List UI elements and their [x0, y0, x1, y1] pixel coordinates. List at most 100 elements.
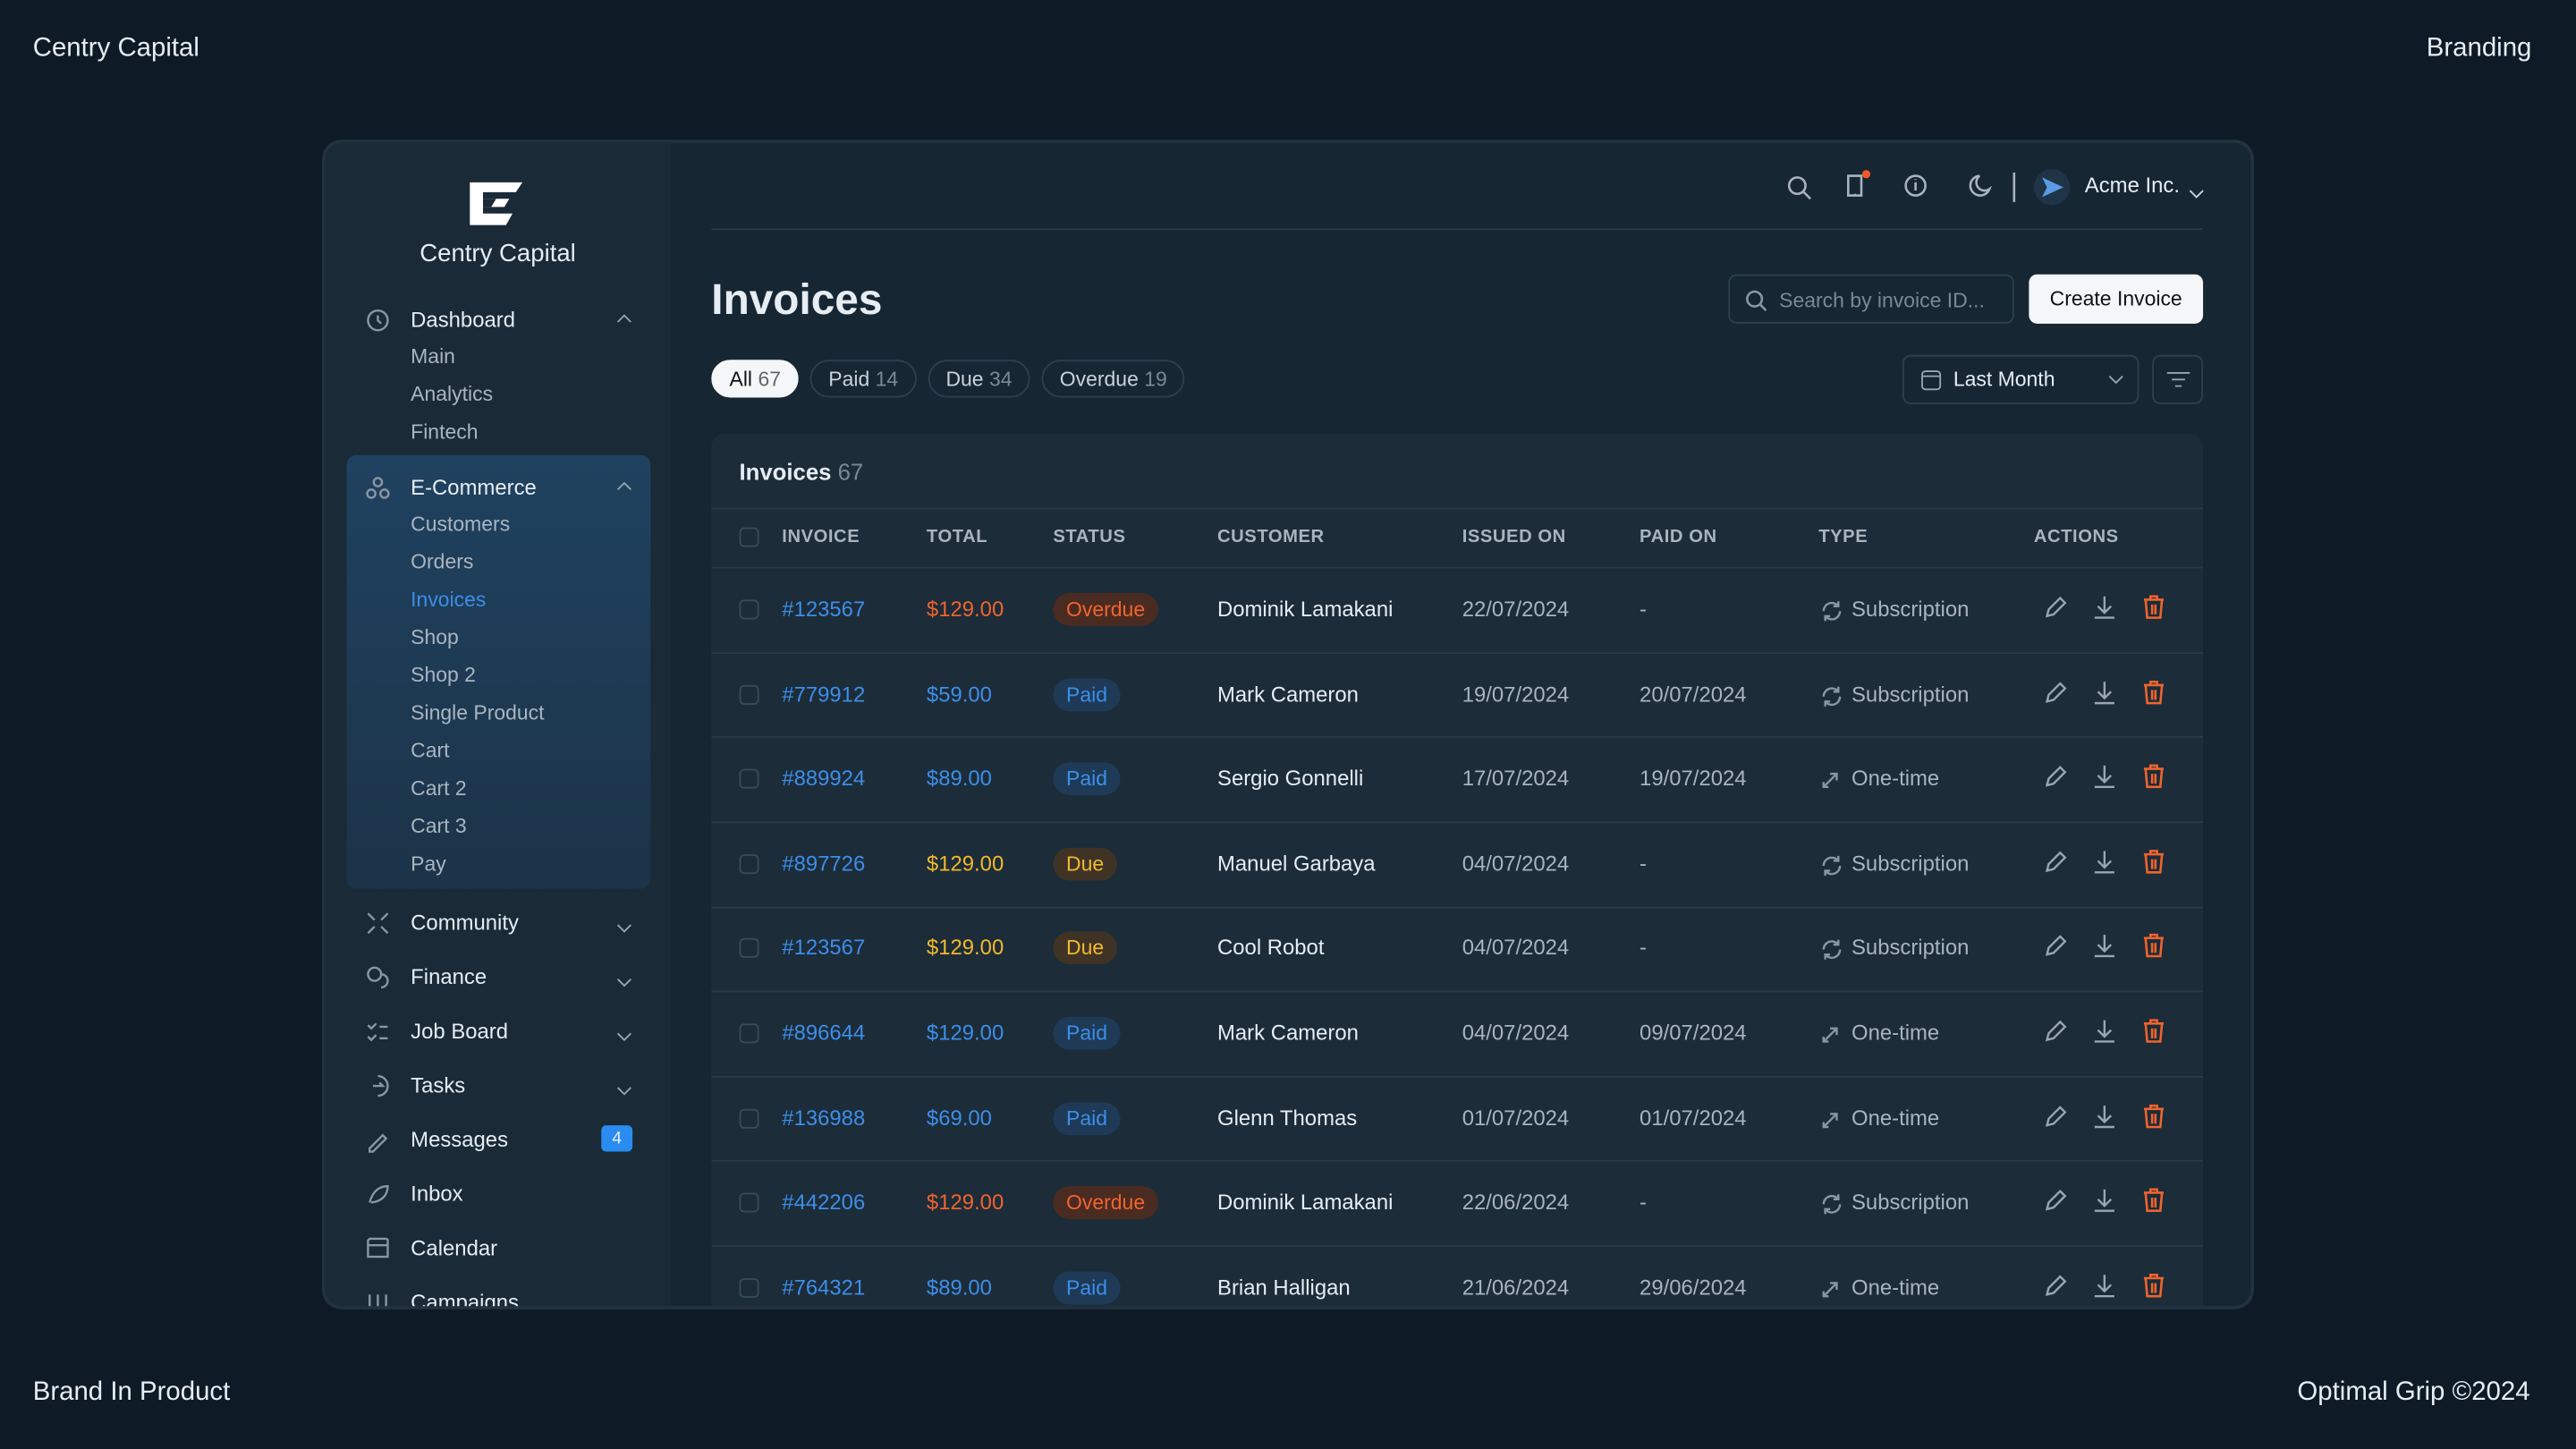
paid-on: - [1640, 935, 1648, 961]
period-select[interactable]: Last Month [1902, 354, 2140, 404]
nav-label[interactable]: Calendar [411, 1235, 498, 1260]
nav-label[interactable]: Campaigns [411, 1289, 519, 1307]
filter-pill[interactable]: Paid 14 [810, 360, 917, 398]
column-header: CUSTOMER [1217, 527, 1325, 547]
icon [365, 307, 391, 342]
action-icons[interactable] [2042, 847, 2174, 877]
paid-on: 19/07/2024 [1640, 766, 1747, 791]
group-label[interactable]: E-Commerce [411, 474, 537, 500]
create-button[interactable]: Create Invoice [2029, 274, 2204, 324]
icon [365, 1235, 391, 1270]
action-icons[interactable] [2042, 1186, 2174, 1216]
nav-item[interactable]: Pay [411, 852, 446, 876]
corner-label: Optimal Grip ©2024 [2297, 1378, 2530, 1407]
invoice-id[interactable]: #889924 [782, 766, 866, 791]
filter-label: Due [945, 368, 984, 392]
actions [2042, 593, 2174, 631]
checkbox[interactable] [739, 527, 759, 547]
group-highlight [346, 454, 651, 889]
nav-item[interactable]: Cart 2 [411, 776, 467, 801]
type: Subscription [1851, 1190, 1970, 1215]
action-icons[interactable] [2042, 932, 2174, 962]
invoice-id[interactable]: #123567 [782, 596, 866, 622]
nav-item[interactable]: Single Product [411, 701, 545, 724]
nav-label[interactable]: Tasks [411, 1072, 466, 1097]
filter-pill[interactable]: Overdue 19 [1041, 360, 1185, 398]
icon [365, 964, 391, 999]
nav-item[interactable]: Customers [411, 513, 511, 536]
checkbox[interactable] [739, 599, 759, 620]
action-icons[interactable] [2042, 1017, 2174, 1046]
type: Subscription [1851, 596, 1970, 622]
chevron-glyph [616, 924, 631, 933]
nav-item[interactable]: Cart 3 [411, 815, 467, 838]
filter-label: Overdue [1059, 368, 1139, 392]
actions [2042, 1271, 2174, 1306]
checkbox[interactable] [739, 768, 759, 789]
nav-item[interactable]: Invoices [411, 588, 487, 612]
actions [2042, 932, 2174, 970]
chevron-glyph [616, 1032, 631, 1041]
nav-label[interactable]: Inbox [411, 1181, 463, 1207]
filter-button[interactable] [2152, 354, 2204, 404]
nav-label[interactable]: Finance [411, 964, 487, 989]
filter-pill[interactable]: Due 34 [928, 360, 1030, 398]
checkbox[interactable] [739, 1108, 759, 1129]
action-icons[interactable] [2042, 1102, 2174, 1131]
icon [365, 1290, 391, 1307]
nav-label[interactable]: Job Board [411, 1018, 509, 1044]
action-icons[interactable] [2042, 763, 2174, 792]
nav-item[interactable]: Shop [411, 625, 459, 649]
nav-label[interactable]: Messages [411, 1126, 509, 1152]
filter-pill[interactable]: All 67 [711, 360, 800, 398]
chevron-glyph [616, 314, 631, 323]
issued-on: 17/07/2024 [1462, 766, 1570, 791]
checkbox[interactable] [739, 853, 759, 874]
type: One-time [1851, 1020, 1940, 1046]
checkbox[interactable] [739, 1023, 759, 1044]
chevron [616, 915, 632, 945]
customer: Dominik Lamakani [1217, 1190, 1394, 1215]
nav-item[interactable]: Analytics [411, 382, 494, 406]
action-icons[interactable] [2042, 678, 2174, 708]
action-icons[interactable] [2042, 593, 2174, 623]
nav-item[interactable]: Main [411, 344, 455, 369]
nav-item[interactable]: Cart [411, 739, 450, 763]
chevron-glyph [616, 1087, 631, 1096]
action-icons[interactable] [2042, 1271, 2174, 1301]
invoice-total: $59.00 [926, 681, 992, 707]
nav-item[interactable]: Fintech [411, 420, 479, 444]
nav-item[interactable]: Shop 2 [411, 664, 476, 687]
invoice-id[interactable]: #897726 [782, 851, 866, 876]
checkbox[interactable] [739, 684, 759, 705]
invoice-id[interactable]: #896644 [782, 1020, 866, 1046]
icon [1818, 1276, 1844, 1306]
issued-on: 21/06/2024 [1462, 1274, 1570, 1300]
customer: Mark Cameron [1217, 1020, 1359, 1046]
invoice-id[interactable]: #764321 [782, 1274, 866, 1300]
type: Subscription [1851, 935, 1970, 961]
invoice-id[interactable]: #123567 [782, 935, 866, 961]
invoice-id[interactable]: #779912 [782, 681, 866, 707]
icon [365, 1127, 391, 1162]
table-title-text: Invoices [739, 458, 832, 485]
invoice-id[interactable]: #136988 [782, 1105, 866, 1130]
logo [470, 182, 523, 225]
row-divider [711, 1160, 2204, 1163]
icon [1818, 937, 1844, 972]
issued-on: 01/07/2024 [1462, 1105, 1570, 1130]
icon-glyph [367, 966, 389, 989]
table-title: Invoices 67 [740, 458, 864, 484]
checkbox[interactable] [739, 938, 759, 959]
checkbox[interactable] [739, 1192, 759, 1213]
group-label[interactable]: Dashboard [411, 307, 516, 333]
nav-label[interactable]: Community [411, 910, 519, 936]
search-box[interactable]: Search by invoice ID... [1728, 274, 2014, 324]
invoice-id[interactable]: #442206 [782, 1190, 866, 1215]
icon-glyph [1822, 1112, 1838, 1128]
account-name[interactable]: Acme Inc. [2084, 172, 2180, 198]
corner-label: Centry Capital [32, 34, 199, 63]
checkbox[interactable] [739, 1277, 759, 1298]
nav-item[interactable]: Orders [411, 550, 474, 574]
